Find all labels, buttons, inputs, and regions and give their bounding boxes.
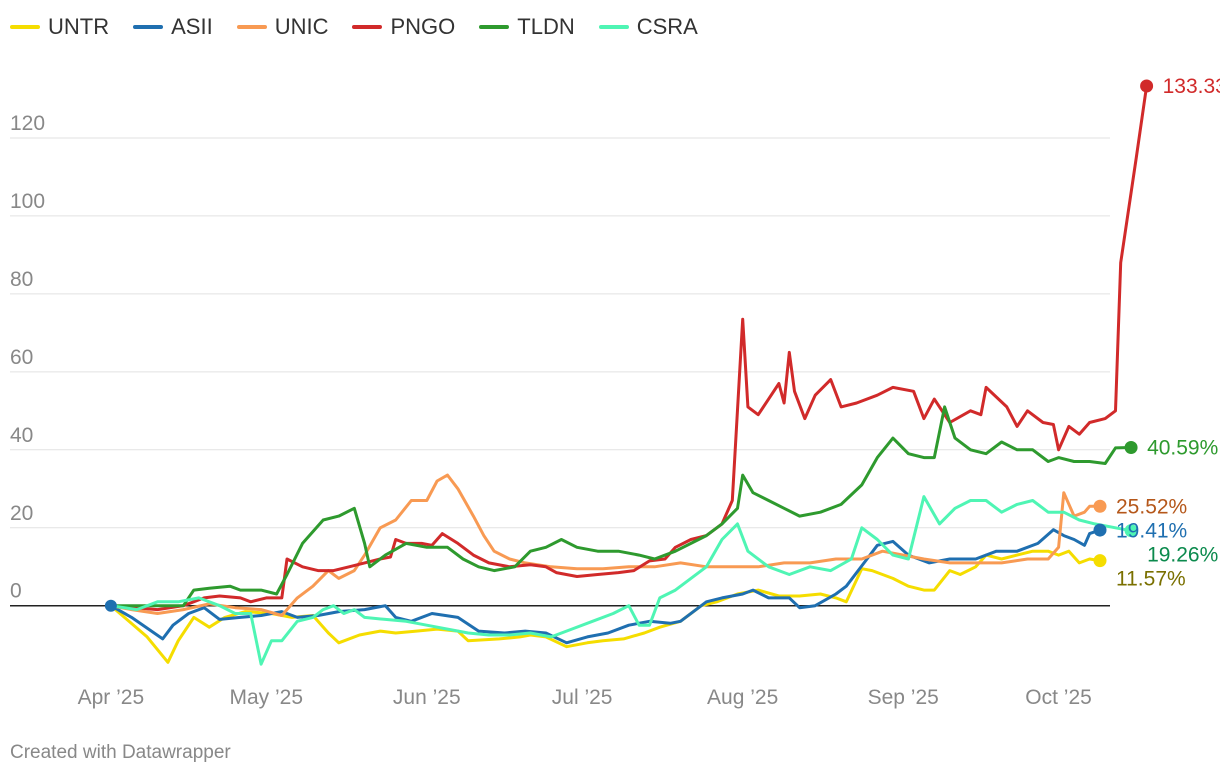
end-point-unic [1093, 499, 1107, 513]
legend: UNTR ASII UNIC PNGO TLDN CSRA [10, 12, 698, 42]
series-line-csra [109, 495, 1133, 666]
end-label-untr: 11.57% [1116, 567, 1186, 590]
series-line-tldn [109, 405, 1133, 608]
legend-swatch [236, 25, 267, 29]
legend-swatch [133, 25, 164, 29]
y-tick-label: 20 [10, 502, 33, 525]
x-tick-label: Apr ’25 [78, 686, 145, 709]
y-tick-label: 100 [10, 190, 45, 213]
series-line-unic [109, 473, 1102, 617]
y-tick-label: 40 [10, 424, 33, 447]
legend-label: UNIC [274, 14, 329, 39]
legend-label: UNTR [48, 14, 110, 39]
start-point-marker [104, 599, 117, 612]
end-label-unic: 25.52% [1116, 495, 1187, 518]
legend-item-pngo: PNGO [352, 14, 455, 40]
legend-label: CSRA [636, 14, 698, 39]
legend-label: PNGO [390, 14, 456, 39]
legend-item-csra: CSRA [598, 14, 698, 40]
x-tick-label: Aug ’25 [707, 686, 778, 709]
x-tick-label: Jul ’25 [552, 686, 613, 709]
end-label-asii: 19.41% [1116, 519, 1187, 542]
y-tick-label: 60 [10, 346, 33, 369]
legend-item-untr: UNTR [10, 14, 109, 40]
end-point-csra [1124, 524, 1138, 538]
end-point-asii [1093, 523, 1107, 537]
series-line-pngo [109, 84, 1149, 612]
x-tick-label: Oct ’25 [1025, 686, 1092, 709]
y-tick-label: 120 [10, 112, 45, 135]
series-line-asii [109, 528, 1102, 645]
y-tick-label: 80 [10, 268, 33, 291]
legend-item-tldn: TLDN [479, 14, 575, 40]
end-point-tldn [1124, 441, 1138, 455]
x-tick-label: Sep ’25 [868, 686, 939, 709]
y-tick-label: 0 [10, 580, 22, 603]
legend-swatch [352, 25, 383, 29]
legend-label: ASII [171, 14, 213, 39]
credit-text: Created with Datawrapper [10, 742, 231, 763]
end-point-pngo [1140, 79, 1154, 93]
legend-swatch [10, 25, 40, 29]
x-tick-label: May ’25 [229, 686, 303, 709]
end-point-untr [1093, 554, 1107, 568]
end-label-csra: 19.26% [1147, 543, 1218, 566]
legend-item-asii: ASII [133, 14, 213, 40]
end-label-tldn: 40.59% [1147, 437, 1218, 460]
x-tick-label: Jun ’25 [393, 686, 461, 709]
end-label-pngo: 133.33% [1163, 75, 1220, 98]
legend-swatch [598, 25, 629, 29]
legend-item-unic: UNIC [236, 14, 329, 40]
legend-swatch [479, 25, 510, 29]
legend-label: TLDN [517, 14, 575, 39]
